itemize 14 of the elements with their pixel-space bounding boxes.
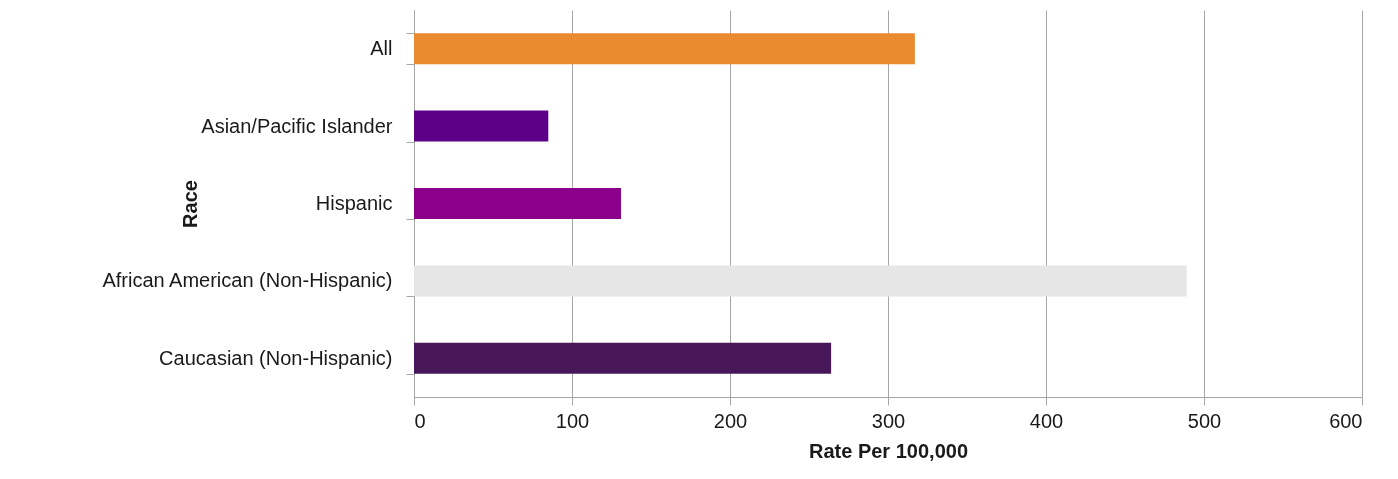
x-tick-label: 500	[1187, 409, 1222, 432]
y-tick-label: Caucasian (Non-Hispanic)	[159, 346, 393, 369]
y-tick-label: Hispanic	[315, 192, 393, 214]
x-tick-label: 600	[1329, 409, 1363, 432]
x-tick-label: 100	[555, 409, 590, 432]
y-tick-label: African American (Non-Hispanic)	[102, 269, 393, 292]
y-tick-label: Asian/Pacific Islander	[201, 114, 393, 137]
x-tick-label: 400	[1029, 409, 1064, 432]
x-tick-label: 0	[414, 409, 426, 432]
y-tick-label: All	[370, 37, 393, 60]
x-tick-label: 200	[713, 409, 748, 432]
x-tick-label: 300	[871, 409, 906, 432]
y-axis-title: Race	[178, 180, 201, 228]
x-axis-title: Rate Per 100,000	[808, 439, 969, 462]
